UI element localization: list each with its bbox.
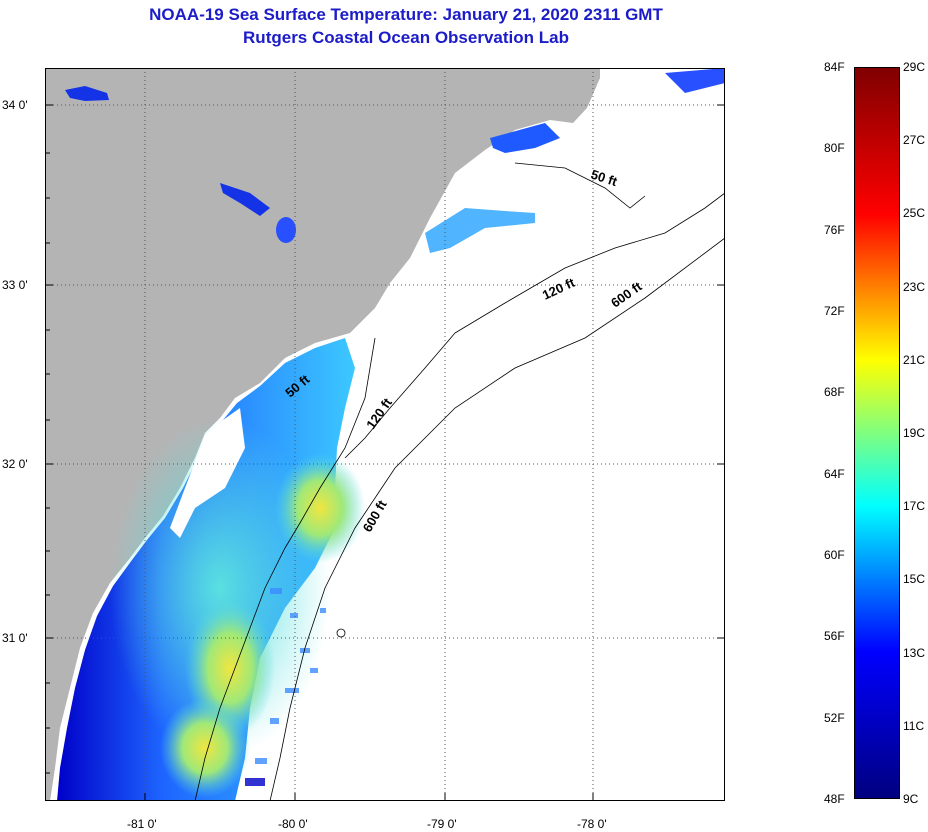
lon-label: -81 0'	[127, 817, 157, 831]
colorbar-label-celsius: 21C	[903, 352, 926, 367]
sst-warm-patch	[275, 453, 365, 563]
sst-inland-lake	[276, 217, 296, 243]
colorbar-label-fahrenheit: 64F	[824, 466, 845, 481]
colorbar-label-celsius: 9C	[903, 792, 919, 806]
lon-label: -79 0'	[427, 817, 457, 831]
depth-contours	[194, 162, 725, 801]
sst-inland-lake	[220, 183, 270, 216]
lon-label: -80 0'	[278, 817, 308, 831]
lat-label: 34 0'	[2, 98, 28, 112]
sst-map: 50 ft 120 ft 600 ft 50 ft 120 ft 600 ft	[45, 68, 725, 801]
axis-ticks	[45, 104, 725, 801]
lat-label: 31 0'	[2, 631, 28, 645]
colorbar-label-fahrenheit: 72F	[824, 304, 845, 318]
sst-cyan-region	[110, 418, 330, 758]
chart-title: NOAA-19 Sea Surface Temperature: January…	[149, 5, 663, 24]
contour-600ft	[269, 237, 725, 801]
colorbar-label-fahrenheit: 48F	[824, 792, 845, 806]
seamount-contour	[336, 628, 346, 638]
lat-label: 33 0'	[2, 278, 28, 292]
colorbar-label-celsius: 23C	[903, 279, 926, 294]
contour-50ft	[514, 162, 646, 209]
colorbar-label-celsius: 25C	[903, 206, 926, 221]
land-area	[45, 68, 600, 801]
colorbar-label-fahrenheit: 52F	[824, 710, 845, 725]
lat-label: 32 0'	[2, 457, 28, 471]
map-gridlines	[45, 68, 725, 801]
sst-speckle-patches	[245, 588, 326, 786]
sst-warm-patch	[160, 698, 250, 798]
colorbar-label-fahrenheit: 84F	[824, 60, 845, 74]
map-frame	[45, 68, 725, 801]
colorbar-label-celsius: 29C	[903, 60, 926, 74]
contour-120ft	[344, 332, 456, 459]
chart-subtitle: Rutgers Coastal Ocean Observation Lab	[243, 28, 569, 47]
colorbar-label-celsius: 17C	[903, 499, 926, 514]
sst-north-patch	[665, 68, 725, 93]
colorbar-label-celsius: 15C	[903, 572, 926, 587]
sst-inland-lake	[65, 86, 109, 101]
contour-50ft	[194, 337, 376, 801]
sst-north-patch	[425, 208, 535, 253]
colorbar-label-celsius: 13C	[903, 645, 926, 660]
nodata-gap	[170, 408, 245, 538]
colorbar-label-celsius: 19C	[903, 426, 926, 440]
sst-north-patch	[490, 123, 560, 153]
colorbar-label-celsius: 11C	[903, 718, 925, 733]
colorbar-label-fahrenheit: 56F	[824, 629, 845, 644]
lon-label: -78 0'	[577, 817, 607, 831]
contour-120ft	[454, 192, 725, 334]
colorbar-label-celsius: 27C	[903, 133, 926, 148]
colorbar-label-fahrenheit: 60F	[824, 548, 845, 562]
colorbar-label-fahrenheit: 76F	[824, 222, 845, 237]
colorbar	[854, 67, 900, 799]
colorbar-label-fahrenheit: 68F	[824, 385, 845, 400]
colorbar-label-fahrenheit: 80F	[824, 141, 845, 156]
